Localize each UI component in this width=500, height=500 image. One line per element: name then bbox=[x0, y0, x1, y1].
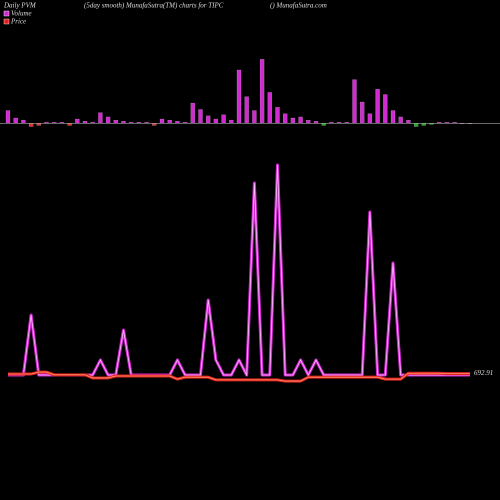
series-line bbox=[8, 163, 470, 377]
chart-title-left: Daily PVM bbox=[3, 2, 37, 10]
chart-title: (5day smooth) MunafaSutra(TM) charts for… bbox=[84, 2, 224, 10]
pvm-bar bbox=[267, 92, 272, 124]
pvm-bar bbox=[244, 96, 249, 124]
pvm-bar bbox=[275, 107, 280, 124]
pvm-bar bbox=[82, 121, 88, 124]
legend-label: Price bbox=[10, 18, 26, 26]
price-label: 692.91 bbox=[474, 369, 493, 377]
pvm-bar bbox=[398, 116, 403, 124]
pvm-bar bbox=[352, 79, 357, 124]
pvm-bar bbox=[121, 121, 126, 124]
pvm-bar bbox=[28, 123, 34, 127]
pvm-bar bbox=[313, 121, 319, 124]
legend-swatch bbox=[3, 18, 10, 25]
pvm-bar bbox=[421, 123, 426, 126]
legend-label: Volume bbox=[11, 10, 32, 18]
pvm-bar bbox=[67, 123, 72, 126]
pvm-bar bbox=[252, 110, 257, 124]
pvm-bar bbox=[406, 119, 411, 124]
pvm-bar bbox=[198, 109, 203, 124]
pvm-bar bbox=[259, 59, 265, 124]
pvm-bar bbox=[321, 123, 326, 126]
pvm-bar bbox=[375, 89, 380, 124]
pvm-bar bbox=[105, 116, 111, 124]
series-line-highlight bbox=[8, 371, 471, 382]
pvm-bar bbox=[152, 123, 157, 126]
pvm-bar bbox=[213, 118, 219, 124]
series-line-highlight bbox=[8, 164, 470, 377]
pvm-bar bbox=[283, 113, 288, 124]
pvm-bar bbox=[36, 123, 41, 126]
pvm-bar bbox=[167, 119, 172, 124]
pvm-bar bbox=[113, 119, 118, 124]
pvm-bar bbox=[206, 115, 211, 124]
pvm-bar bbox=[413, 123, 419, 127]
pvm-bar bbox=[236, 69, 242, 124]
pvm-bar bbox=[159, 118, 165, 124]
pvm-bar bbox=[229, 119, 234, 124]
pvm-bar bbox=[383, 94, 388, 124]
pvm-bar bbox=[13, 117, 18, 124]
pvm-bar bbox=[298, 116, 303, 124]
pvm-bar bbox=[360, 101, 365, 124]
pvm-bar bbox=[175, 121, 180, 124]
pvm-bar bbox=[75, 118, 80, 124]
chart-title-right: () MunafaSutra.com bbox=[270, 2, 327, 10]
pvm-bar bbox=[21, 119, 26, 124]
pvm-bar bbox=[5, 110, 11, 124]
pvm-bar bbox=[190, 102, 195, 124]
pvm-bar bbox=[390, 110, 396, 124]
legend-swatch bbox=[3, 10, 10, 17]
pvm-bar bbox=[367, 113, 373, 124]
pvm-bar bbox=[306, 119, 311, 124]
pvm-bar bbox=[221, 114, 226, 124]
pvm-bar bbox=[98, 112, 103, 124]
pvm-bar bbox=[290, 117, 296, 124]
